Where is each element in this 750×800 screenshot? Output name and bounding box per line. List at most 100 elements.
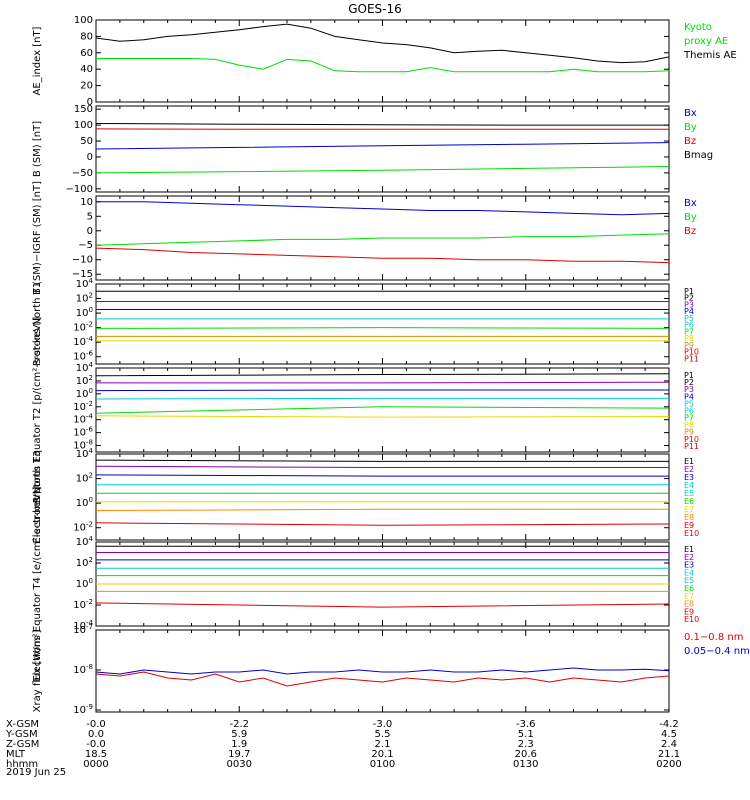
y-tick-label: 104 bbox=[76, 535, 94, 548]
ephemeris-value: -3.6 bbox=[516, 719, 536, 730]
panel-7: 104 102 100 10-2 10-4 Electrons Equator T4 [e… bbox=[32, 486, 699, 681]
legend-entry: E9 bbox=[684, 521, 694, 530]
ephemeris-value: -4.2 bbox=[659, 719, 679, 730]
y-axis-label: AE_index [nT] bbox=[32, 26, 43, 95]
ephemeris-value: 5.5 bbox=[375, 729, 391, 740]
legend-entry: E1 bbox=[684, 545, 694, 554]
ephemeris-row-label: Z-GSM bbox=[6, 739, 39, 750]
series-line bbox=[95, 671, 670, 687]
series-line bbox=[96, 58, 670, 73]
ephemeris-value: 0000 bbox=[83, 759, 108, 770]
ephemeris-value: 20.6 bbox=[515, 749, 537, 760]
y-tick-label: 10-8 bbox=[73, 663, 93, 676]
legend-entry: E7 bbox=[684, 592, 694, 601]
y-tick-label: 0 bbox=[87, 97, 93, 108]
y-tick-label: 104 bbox=[76, 277, 94, 290]
series-line bbox=[95, 397, 669, 400]
ephemeris-value: 19.7 bbox=[228, 749, 250, 760]
y-axis-label: Electrons North T3 bbox=[32, 450, 43, 543]
series-line bbox=[95, 406, 670, 414]
ephemeris-value: 2.3 bbox=[518, 739, 534, 750]
legend-entry: P1 bbox=[684, 287, 694, 296]
legend-entry: E4 bbox=[684, 568, 694, 577]
legend-entry: Bx bbox=[684, 108, 697, 119]
y-tick-label: 0 bbox=[87, 226, 93, 237]
panel-frame bbox=[95, 283, 670, 365]
legend-entry: P5 bbox=[684, 399, 694, 408]
series-line bbox=[95, 667, 670, 675]
y-tick-label: 10-4 bbox=[73, 335, 93, 348]
y-axis-label: Electrons Equator T4 [e/(cm²-s-sr-keV)] bbox=[32, 486, 43, 681]
panel-1: 100 80 60 40 20 0 AE_index [nT] Kyoto proxy AE Th… bbox=[32, 15, 737, 108]
series-line bbox=[95, 327, 670, 329]
legend-entry: E7 bbox=[684, 505, 694, 514]
y-tick-label: 100 bbox=[74, 15, 93, 26]
legend-entry: P9 bbox=[684, 428, 694, 437]
y-tick-label: 10-8 bbox=[73, 439, 93, 452]
date-label: 2019 Jun 25 bbox=[6, 767, 66, 778]
y-tick-label: 20 bbox=[80, 81, 93, 92]
legend-entry: E8 bbox=[684, 513, 694, 522]
series-line bbox=[95, 602, 670, 608]
legend-entry: P3 bbox=[684, 300, 694, 309]
series-line bbox=[95, 474, 669, 477]
legend-entry: P3 bbox=[684, 385, 694, 394]
y-tick-label: 100 bbox=[76, 306, 93, 319]
legend-entry: Kyoto bbox=[684, 22, 712, 33]
y-tick-label: 80 bbox=[80, 31, 93, 42]
y-tick-label: 100 bbox=[76, 496, 93, 509]
ephemeris-value: -2.2 bbox=[229, 719, 249, 730]
legend-entry: E2 bbox=[684, 553, 694, 562]
panel-2: 150 100 50 0 −50 −100 B (SM) [nT] Bx By Bz Bmag bbox=[32, 104, 713, 195]
ephemeris-value: 0130 bbox=[513, 759, 538, 770]
y-tick-label: 100 bbox=[74, 120, 93, 131]
panel-8: 10-7 10-8 10-9 Xray flux [W/m²] 0.1−0.8 nm 0.… bbox=[32, 623, 750, 716]
ephemeris-value: 0200 bbox=[656, 759, 681, 770]
ephemeris-value: -0.0 bbox=[86, 719, 106, 730]
legend-entry: E3 bbox=[684, 561, 694, 570]
series-line bbox=[95, 389, 669, 392]
y-tick-label: 104 bbox=[76, 361, 94, 374]
legend-entry: E3 bbox=[684, 473, 694, 482]
ephemeris-row-label: hhmm bbox=[6, 759, 38, 770]
series-line bbox=[95, 459, 669, 462]
ephemeris-row-label: Y-GSM bbox=[5, 729, 38, 740]
legend-entry: proxy AE bbox=[684, 36, 728, 47]
legend-entry: P7 bbox=[684, 327, 694, 336]
legend-entry: E5 bbox=[684, 489, 694, 498]
legend-entry: Bx bbox=[684, 198, 697, 209]
series-line bbox=[95, 142, 670, 150]
legend-entry: P10 bbox=[684, 348, 699, 357]
legend-entry: P11 bbox=[684, 354, 699, 363]
chart-title: GOES-16 bbox=[348, 2, 402, 16]
panel-frame bbox=[95, 19, 670, 103]
legend-entry: Bmag bbox=[684, 150, 713, 161]
y-tick-label: 10-2 bbox=[73, 598, 93, 611]
y-axis-label: Protons North T1 bbox=[32, 282, 43, 366]
ephemeris-value: -0.0 bbox=[86, 739, 106, 750]
ephemeris-value: 2.1 bbox=[375, 739, 391, 750]
legend-entry: P7 bbox=[684, 414, 694, 423]
ephemeris-value: 0030 bbox=[227, 759, 252, 770]
y-tick-label: 102 bbox=[76, 472, 93, 485]
y-tick-label: 150 bbox=[74, 104, 93, 115]
ephemeris-row-label: MLT bbox=[6, 749, 26, 760]
y-axis-label: B (SM)−IGRF (SM) [nT] bbox=[32, 181, 43, 295]
legend-entry: 0.05−0.4 nm bbox=[684, 646, 750, 657]
ephemeris-value: 4.5 bbox=[661, 729, 677, 740]
ephemeris-value: 20.1 bbox=[371, 749, 393, 760]
legend-entry: E6 bbox=[684, 584, 694, 593]
legend-entry: E5 bbox=[684, 576, 694, 585]
series-line bbox=[96, 201, 670, 216]
panel-frame bbox=[95, 629, 670, 713]
legend-entry: E9 bbox=[684, 607, 694, 616]
ephemeris-table: X-GSM -0.0 -2.2 -3.0 -3.6 -4.2 Y-GSM 0.0 5.9 5.5 5… bbox=[5, 719, 682, 770]
panel-3: 10 5 0 −5 −10 −15 B (SM)−IGRF (SM) [nT] Bx By Bz bbox=[32, 181, 697, 295]
panel-frame bbox=[95, 367, 670, 453]
legend-entry: E10 bbox=[684, 615, 699, 624]
legend-entry: By bbox=[684, 122, 697, 133]
y-tick-label: −10 bbox=[72, 255, 93, 266]
legend-entry: P9 bbox=[684, 341, 694, 350]
